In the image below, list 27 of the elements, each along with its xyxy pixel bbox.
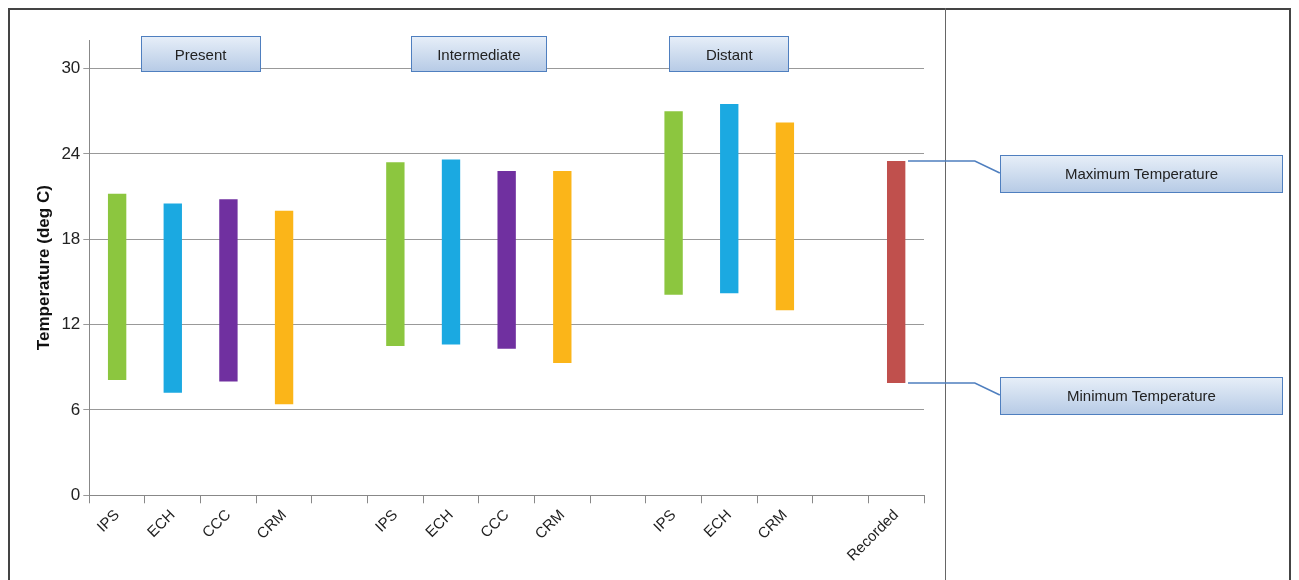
y-tick-label: 18 <box>61 228 81 248</box>
y-tick-label: 12 <box>61 314 81 334</box>
y-tick-label: 0 <box>70 484 81 504</box>
y-tick-label: 24 <box>61 143 81 163</box>
bar <box>163 203 182 393</box>
bar <box>887 160 906 383</box>
label-box: Distant <box>669 36 790 72</box>
bar <box>664 111 683 295</box>
bar <box>219 199 238 382</box>
bar <box>274 210 294 405</box>
x-tick-label: IPS <box>371 505 401 535</box>
bar <box>441 159 461 345</box>
y-tick-label: 30 <box>61 58 81 78</box>
x-tick-label: IPS <box>93 505 123 535</box>
label-box: Intermediate <box>410 36 547 72</box>
bar <box>775 122 795 311</box>
x-tick-label: IPS <box>649 505 679 535</box>
bar <box>107 193 127 381</box>
label-box: Minimum Temperature <box>1000 376 1283 415</box>
bar <box>386 162 405 346</box>
bar <box>553 170 572 363</box>
y-tick-label: 6 <box>70 399 81 419</box>
y-axis-title: Temperature (deg C) <box>33 185 53 351</box>
bar <box>497 170 516 349</box>
label-box: Maximum Temperature <box>1000 154 1283 193</box>
label-box: Present <box>140 36 261 72</box>
bar <box>720 104 739 294</box>
